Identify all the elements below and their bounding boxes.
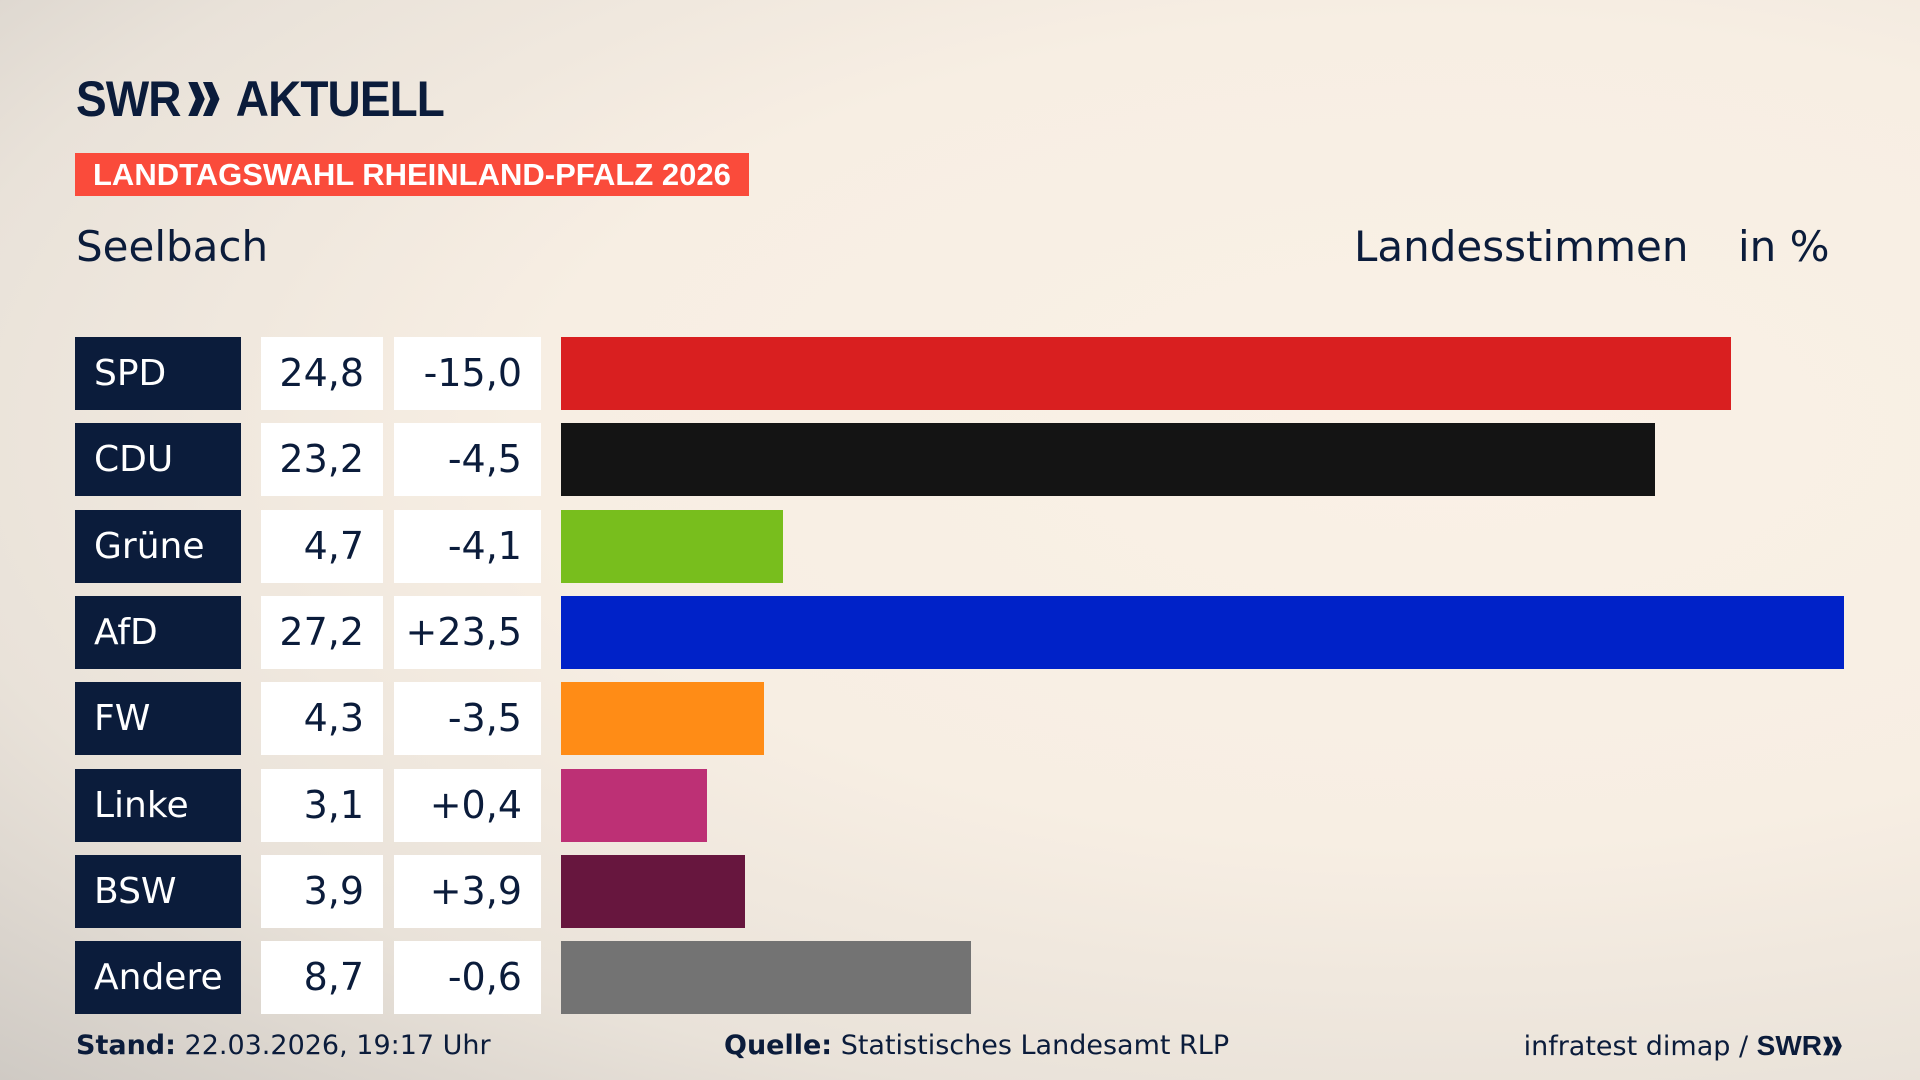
party-label: BSW <box>75 854 241 928</box>
vote-share: 24,8 <box>261 337 383 410</box>
vote-change: -0,6 <box>394 941 541 1015</box>
election-banner: LANDTAGSWAHL RHEINLAND-PFALZ 2026 <box>75 153 749 196</box>
result-row: CDU 23,2 -4,5 <box>75 423 1875 497</box>
vote-change: +23,5 <box>394 595 541 669</box>
stand-value: 22.03.2026, 19:17 Uhr <box>184 1030 491 1061</box>
vote-share: 3,9 <box>261 854 383 928</box>
bar <box>561 337 1731 410</box>
party-label: AfD <box>75 595 241 669</box>
swr-chevrons-icon <box>187 82 220 116</box>
swr-aktuell-logo: SWR AKTUELL <box>76 71 445 127</box>
party-label: Andere <box>75 941 241 1015</box>
stand-label: Stand: <box>76 1030 176 1061</box>
result-row: Andere 8,7 -0,6 <box>75 941 1875 1015</box>
vote-share: 3,1 <box>261 768 383 842</box>
vote-change: -3,5 <box>394 682 541 756</box>
credit-text: infratest dimap / <box>1523 1030 1757 1062</box>
vote-share: 27,2 <box>261 595 383 669</box>
result-row: FW 4,3 -3,5 <box>75 682 1875 756</box>
bar <box>561 423 1656 497</box>
bar <box>561 682 764 756</box>
bar <box>561 854 745 928</box>
timestamp: Stand: 22.03.2026, 19:17 Uhr <box>76 1030 491 1061</box>
swr-chevrons-icon <box>1823 1036 1842 1056</box>
result-row: Linke 3,1 +0,4 <box>75 768 1875 842</box>
measure-label: Landesstimmen <box>1354 222 1689 271</box>
bar <box>561 509 783 583</box>
vote-change: -4,5 <box>394 423 541 497</box>
party-label: SPD <box>75 337 241 410</box>
result-row: BSW 3,9 +3,9 <box>75 854 1875 928</box>
swr-logo: SWR <box>1756 1030 1822 1061</box>
source-value: Statistisches Landesamt RLP <box>840 1030 1230 1061</box>
bar <box>561 768 708 842</box>
party-label: CDU <box>75 423 241 497</box>
bar <box>561 941 972 1015</box>
credit: infratest dimap / SWR <box>1524 1030 1844 1062</box>
result-row: AfD 27,2 +23,5 <box>75 595 1875 669</box>
source-label: Quelle: <box>724 1030 833 1061</box>
vote-change: +0,4 <box>394 768 541 842</box>
unit-label: in % <box>1738 222 1830 271</box>
vote-change: -4,1 <box>394 509 541 583</box>
result-row: Grüne 4,7 -4,1 <box>75 509 1875 583</box>
vote-change: -15,0 <box>394 337 541 410</box>
vote-change: +3,9 <box>394 854 541 928</box>
place-name: Seelbach <box>76 222 269 271</box>
source: Quelle: Statistisches Landesamt RLP <box>724 1030 1229 1061</box>
party-label: Grüne <box>75 509 241 583</box>
vote-share: 23,2 <box>261 423 383 497</box>
party-label: FW <box>75 682 241 756</box>
vote-share: 4,7 <box>261 509 383 583</box>
party-label: Linke <box>75 768 241 842</box>
vote-share: 8,7 <box>261 941 383 1015</box>
bar <box>561 595 1844 669</box>
result-row: SPD 24,8 -15,0 <box>75 337 1875 410</box>
vote-share: 4,3 <box>261 682 383 756</box>
